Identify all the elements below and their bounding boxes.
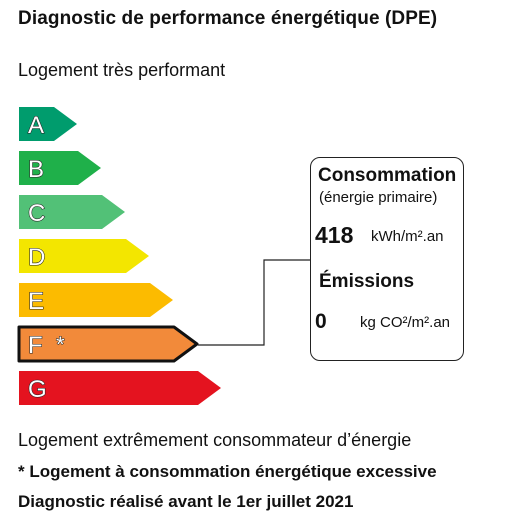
page-title: Diagnostic de performance énergétique (D… (18, 8, 438, 29)
energy-class-letter-e: E (28, 288, 44, 315)
emissions-value: 0 (315, 310, 327, 333)
energy-class-letter-a: A (28, 112, 44, 139)
current-class-marker: * (56, 332, 65, 357)
energy-class-letter-d: D (28, 244, 45, 271)
energy-class-bar-g (19, 371, 221, 405)
energy-class-letter-g: G (28, 376, 47, 403)
energy-class-bar-d (19, 239, 149, 273)
emissions-unit: kg CO²/m².an (360, 314, 451, 331)
consumption-subtitle: (énergie primaire) (319, 189, 438, 206)
consumption-unit: kWh/m².an (371, 228, 444, 245)
energy-class-letter-b: B (28, 156, 44, 183)
energy-class-bar-b (19, 151, 101, 185)
energy-class-letter-f: F (28, 332, 43, 359)
emissions-label: Émissions (319, 271, 415, 292)
energy-class-letter-c: C (28, 200, 45, 227)
footnote-excessive: * Logement à consommation énergétique ex… (18, 462, 437, 481)
bottom-consumption-label: Logement extrêmement consommateur d’éner… (18, 430, 412, 450)
footnote-date: Diagnostic réalisé avant le 1er juillet … (18, 492, 354, 511)
consumption-panel: Consommation (énergie primaire) 418 kWh/… (310, 157, 464, 361)
connector-line (198, 259, 311, 346)
energy-class-bar-e (19, 283, 173, 317)
energy-class-bar-a (19, 107, 77, 141)
energy-class-bar-c (19, 195, 125, 229)
consumption-value: 418 (315, 222, 354, 248)
consumption-label: Consommation (318, 165, 457, 186)
top-performance-label: Logement très performant (18, 60, 226, 80)
energy-class-bar-f (17, 325, 199, 363)
